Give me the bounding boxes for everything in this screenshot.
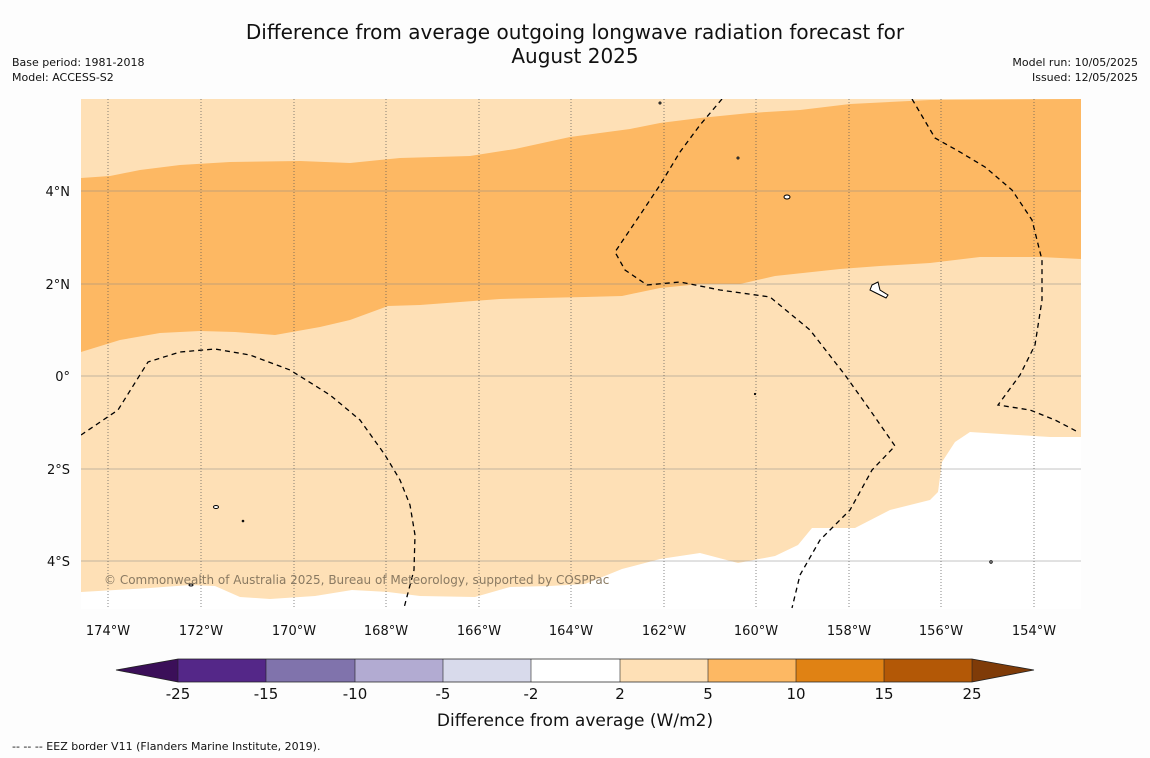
lat-label-4n: 4°N <box>46 185 71 200</box>
grid-lines <box>81 190 1081 562</box>
colorbar-tick-label: 10 <box>786 685 805 703</box>
colorbar-tick-label: -5 <box>436 685 451 703</box>
lat-label-2n: 2°N <box>46 278 71 293</box>
eez-footnote: -- -- -- EEZ border V11 (Flanders Marine… <box>12 740 321 753</box>
meta-right: Model run: 10/05/2025 Issued: 12/05/2025 <box>1012 55 1138 85</box>
colorbar-tick-label: -2 <box>524 685 539 703</box>
colorbar-low-extension <box>116 659 178 682</box>
colorbar-segment <box>708 659 796 682</box>
colorbar-segment <box>355 659 443 682</box>
lat-label-0: 0° <box>55 370 70 385</box>
contour-5-10 <box>81 99 1081 352</box>
colorbar-segment <box>178 659 266 682</box>
model-name: Model: ACCESS-S2 <box>12 71 114 84</box>
meridian-lines <box>107 99 1035 609</box>
issued-date: Issued: 12/05/2025 <box>1031 71 1138 84</box>
map-title-line-1: Difference from average outgoing longwav… <box>245 20 905 44</box>
lon-label: 172°W <box>179 624 223 639</box>
lon-label: 154°W <box>1012 624 1056 639</box>
map-title: Difference from average outgoing longwav… <box>0 20 1150 68</box>
lon-label: 166°W <box>457 624 501 639</box>
lon-label: 158°W <box>827 624 871 639</box>
colorbar-segment <box>796 659 884 682</box>
lon-label: 156°W <box>919 624 963 639</box>
lon-label: 160°W <box>734 624 778 639</box>
colorbar-tick-label: 25 <box>962 685 981 703</box>
colorbar-segment <box>266 659 355 682</box>
eez-borders <box>81 99 1079 609</box>
colorbar-tick-label: -15 <box>254 685 279 703</box>
colorbar-tick-label: 2 <box>615 685 625 703</box>
colorbar-tick-label: -25 <box>166 685 191 703</box>
lon-label: 168°W <box>364 624 408 639</box>
colorbar: -25 -15 -10 -5 -2 2 5 10 15 25 Differenc… <box>115 658 1035 731</box>
colorbar-tick-label: -10 <box>343 685 368 703</box>
colorbar-segment <box>531 659 620 682</box>
lon-label: 174°W <box>86 624 130 639</box>
meta-left: Base period: 1981-2018 Model: ACCESS-S2 <box>12 55 144 85</box>
lon-label: 170°W <box>272 624 316 639</box>
copyright-text: © Commonwealth of Australia 2025, Bureau… <box>104 573 609 587</box>
lon-label: 164°W <box>549 624 593 639</box>
colorbar-tick-label: 15 <box>874 685 893 703</box>
colorbar-segment <box>884 659 972 682</box>
colorbar-tick-label: 5 <box>703 685 713 703</box>
model-run: Model run: 10/05/2025 <box>1012 56 1138 69</box>
lat-label-4s: 4°S <box>47 555 70 570</box>
lon-label: 162°W <box>642 624 686 639</box>
colorbar-segment <box>620 659 708 682</box>
lat-label-2s: 2°S <box>47 463 70 478</box>
map-title-line-2: August 2025 <box>511 44 639 68</box>
latitude-labels: 4°N 2°N 0° 2°S 4°S <box>46 185 71 570</box>
colorbar-high-extension <box>972 659 1034 682</box>
longitude-labels: 174°W 172°W 170°W 168°W 166°W 164°W 162°… <box>86 624 1056 639</box>
base-period: Base period: 1981-2018 <box>12 56 145 69</box>
islands <box>188 101 993 587</box>
colorbar-label: Difference from average (W/m2) <box>437 711 713 731</box>
colorbar-segment <box>443 659 531 682</box>
map-area <box>81 99 1081 609</box>
